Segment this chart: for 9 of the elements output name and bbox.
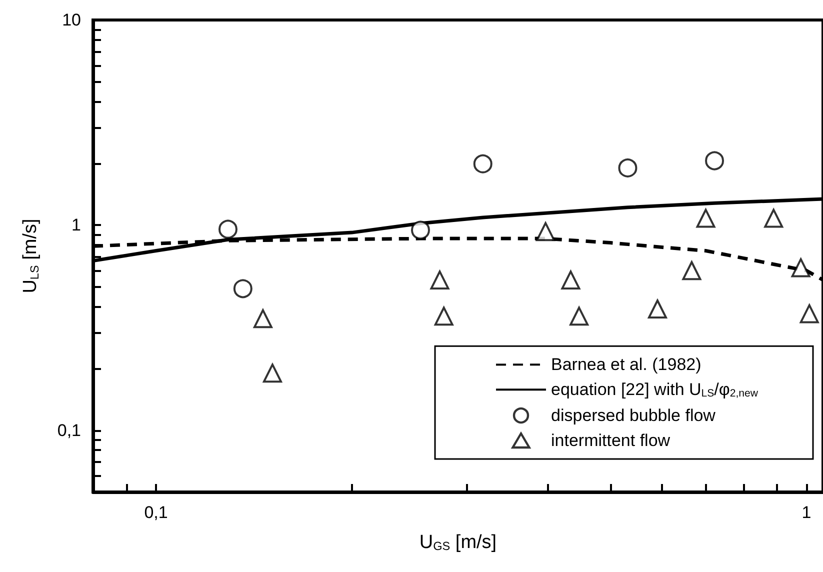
legend-label: Barnea et al. (1982) (551, 355, 702, 374)
legend-label: dispersed bubble flow (551, 406, 716, 425)
y-tick-label: 10 (62, 10, 81, 30)
x-axis-title: UGS [m/s] (419, 532, 497, 554)
y-tick-label: 0,1 (57, 420, 81, 440)
y-tick-label: 1 (72, 216, 81, 235)
y-axis-title: ULS [m/s] (20, 218, 42, 294)
legend-label: intermittent flow (551, 431, 671, 450)
legend-label: equation [22] with ULS/φ2,new (551, 380, 758, 400)
